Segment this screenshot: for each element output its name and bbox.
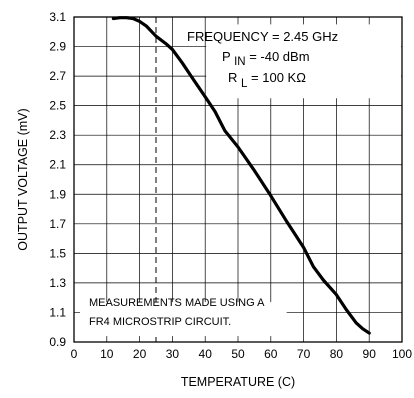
annotation-pin-label: P (222, 49, 230, 64)
y-tick-label: 1.5 (49, 246, 66, 260)
annotation-pin-subscript: IN (234, 56, 246, 68)
y-tick-labels: 0.9 1.1 1.3 1.5 1.7 1.9 2.1 2.3 2.5 2.7 2.9 3.1 (49, 10, 66, 349)
y-tick-label: 2.9 (49, 40, 66, 54)
y-tick-label: 2.1 (49, 158, 66, 172)
y-tick-label: 3.1 (49, 10, 66, 24)
x-tick-label: 50 (231, 347, 245, 361)
y-tick-label: 1.3 (49, 276, 66, 290)
y-tick-label: 2.3 (49, 128, 66, 142)
x-tick-labels: 0 10 20 30 40 50 60 70 80 90 100 (71, 347, 413, 361)
series-line-0 (111, 16, 371, 335)
x-tick-label: 30 (166, 347, 180, 361)
y-tick-label: 2.5 (49, 99, 66, 113)
annotation-input-power: P IN = -40 dBm (222, 49, 310, 68)
x-tick-label: 10 (100, 347, 114, 361)
x-tick-label: 80 (330, 347, 344, 361)
annotation-frequency: FREQUENCY = 2.45 GHz (187, 29, 338, 44)
x-tick-label: 90 (363, 347, 377, 361)
x-tick-label: 100 (392, 347, 412, 361)
annotation-rl-value: = 100 KΩ (251, 70, 306, 85)
annotation-pin-value: = -40 dBm (249, 49, 309, 64)
note-line-2: FR4 MICROSTRIP CIRCUIT. (89, 316, 231, 328)
y-tick-label: 1.7 (49, 217, 66, 231)
y-tick-label: 0.9 (49, 335, 66, 349)
conditions-box (206, 24, 401, 99)
annotation-rl-label: R (228, 70, 237, 85)
y-axis-label: OUTPUT VOLTAGE (mV) (16, 108, 30, 250)
annotation-load-resistance: R L = 100 KΩ (228, 70, 306, 90)
y-tick-label: 1.9 (49, 187, 66, 201)
x-tick-label: 40 (199, 347, 213, 361)
x-tick-label: 20 (133, 347, 147, 361)
x-axis-label: TEMPERATURE (C) (181, 375, 295, 389)
y-tick-label: 2.7 (49, 69, 66, 83)
note-line-1: MEASUREMENTS MADE USING A (89, 297, 265, 309)
y-tick-label: 1.1 (49, 305, 66, 319)
note-box (80, 302, 287, 337)
x-tick-label: 60 (264, 347, 278, 361)
x-tick-label: 0 (71, 347, 78, 361)
series-group (111, 16, 371, 335)
plot-frame (73, 16, 403, 343)
annotation-rl-subscript: L (241, 78, 248, 90)
x-tick-label: 70 (297, 347, 311, 361)
